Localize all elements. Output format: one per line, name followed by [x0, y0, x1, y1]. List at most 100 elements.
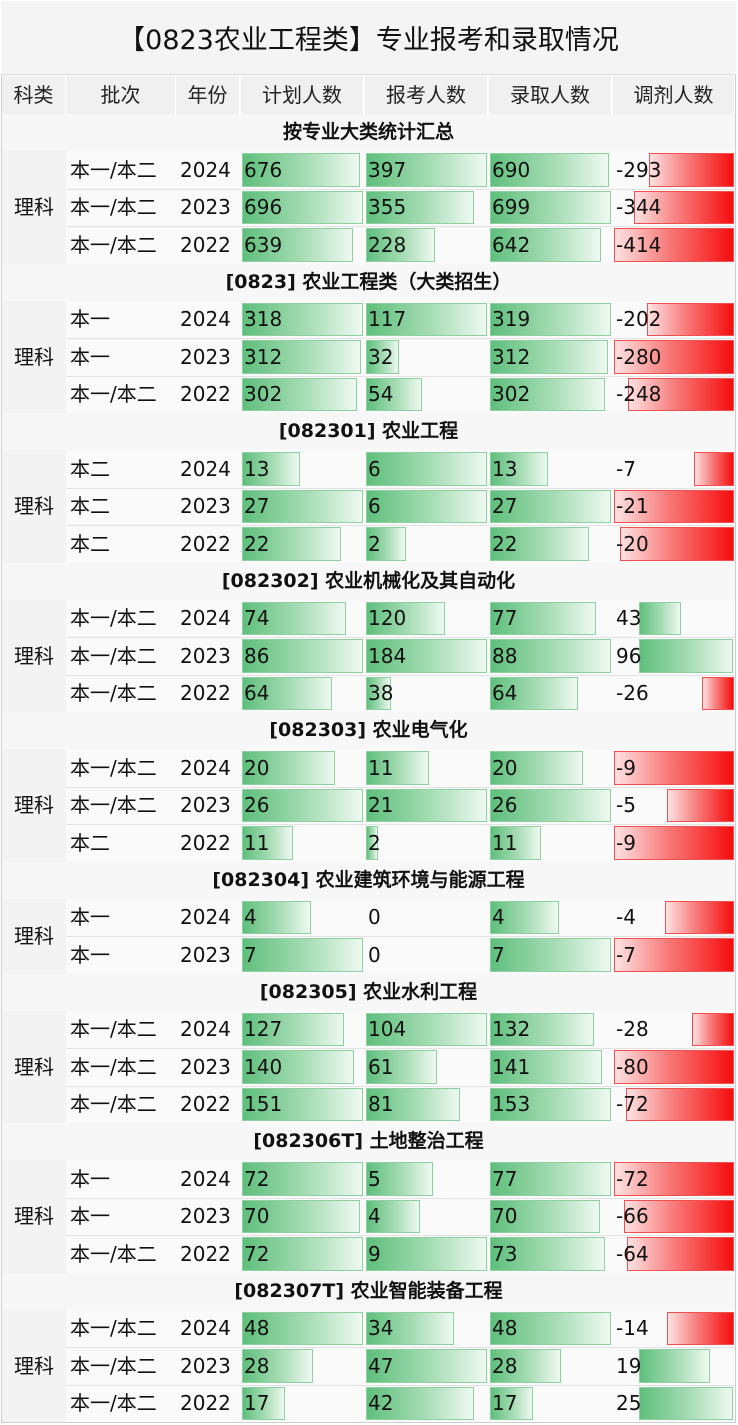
category-cell: 理科	[2, 1010, 66, 1123]
year-cell: 2022	[176, 674, 240, 712]
plan-cell-value: 20	[244, 755, 270, 780]
plan-cell-bar	[242, 527, 341, 561]
admit-cell-bar	[490, 452, 549, 486]
admit-cell-value: 77	[492, 606, 518, 631]
admit-cell: 642	[489, 226, 612, 264]
plan-cell: 74	[241, 600, 364, 638]
plan-cell-value: 74	[244, 606, 270, 631]
admit-cell-value: 690	[492, 157, 531, 182]
adjust-cell-bar	[614, 1162, 734, 1196]
row-divider	[66, 1347, 735, 1348]
admit-cell-value: 20	[492, 755, 518, 780]
admit-cell: 11	[489, 824, 612, 862]
year-cell: 2023	[176, 786, 240, 824]
admit-cell: 4	[489, 899, 612, 937]
admit-cell-value: 153	[492, 1092, 531, 1117]
plan-cell-bar	[242, 1237, 363, 1271]
apply-cell: 0	[365, 899, 488, 937]
row-divider	[66, 936, 735, 937]
row-divider	[66, 487, 735, 489]
plan-cell-value: 639	[244, 232, 283, 257]
adjust-cell-bar	[614, 938, 734, 972]
adjust-cell-bar	[667, 788, 734, 822]
plan-cell-bar	[242, 900, 312, 934]
plan-cell: 302	[241, 376, 364, 414]
apply-cell-bar	[366, 1199, 420, 1233]
year-cell: 2024	[176, 151, 240, 189]
category-cell: 理科	[2, 898, 66, 974]
apply-cell: 9	[365, 1235, 488, 1273]
year-cell: 2023	[176, 637, 240, 675]
adjust-cell: -248	[613, 376, 735, 414]
adjust-cell-bar	[614, 340, 734, 374]
apply-cell: 0	[365, 936, 488, 974]
plan-cell-bar	[242, 1386, 285, 1420]
adjust-cell-bar	[614, 826, 734, 860]
admit-cell: 7	[489, 936, 612, 974]
admit-cell-bar	[490, 1162, 611, 1196]
apply-cell: 61	[365, 1048, 488, 1086]
header-apply: 报考人数	[365, 76, 488, 114]
apply-cell-value: 34	[368, 1316, 394, 1341]
row-divider	[66, 824, 735, 825]
apply-cell-value: 21	[368, 793, 394, 818]
adjust-cell: -21	[613, 488, 735, 526]
plan-cell: 86	[241, 637, 364, 675]
plan-cell-value: 676	[244, 157, 283, 182]
adjust-cell-value: -80	[616, 1054, 649, 1079]
adjust-cell-bar	[639, 601, 682, 635]
year-cell: 2024	[176, 1010, 240, 1048]
header-category: 科类	[2, 76, 66, 114]
admit-cell: 73	[489, 1235, 612, 1273]
year-cell: 2023	[176, 188, 240, 226]
category-cell: 理科	[2, 450, 66, 563]
adjust-cell-value: -21	[616, 494, 649, 519]
apply-cell-value: 9	[368, 1241, 381, 1266]
apply-cell: 228	[365, 226, 488, 264]
plan-cell-bar	[242, 826, 294, 860]
admit-cell-bar	[490, 788, 611, 822]
apply-cell-value: 47	[368, 1353, 394, 1378]
apply-cell: 104	[365, 1011, 488, 1049]
year-cell: 2022	[176, 375, 240, 413]
row-divider	[66, 1048, 735, 1049]
admit-cell-value: 312	[492, 344, 531, 369]
batch-cell: 本一/本二	[66, 1309, 176, 1347]
apply-cell: 54	[365, 376, 488, 414]
apply-cell: 4	[365, 1198, 488, 1236]
year-cell: 2022	[176, 1384, 240, 1422]
apply-cell: 6	[365, 450, 488, 488]
row-divider	[66, 786, 735, 788]
adjust-cell-bar	[639, 639, 733, 673]
admit-cell-bar	[490, 1311, 611, 1345]
apply-cell-bar	[366, 1349, 487, 1383]
plan-cell-bar	[242, 788, 363, 822]
apply-cell: 6	[365, 488, 488, 526]
adjust-cell-value: -28	[616, 1017, 649, 1042]
adjust-cell: -80	[613, 1048, 735, 1086]
admit-cell: 141	[489, 1048, 612, 1086]
admit-cell-value: 64	[492, 681, 518, 706]
adjust-cell: -28	[613, 1011, 735, 1049]
plan-cell-value: 28	[244, 1353, 270, 1378]
year-cell: 2023	[176, 936, 240, 974]
apply-cell-value: 355	[368, 195, 407, 220]
section-title: [082304] 农业建筑环境与能源工程	[2, 861, 735, 899]
plan-cell: 48	[241, 1310, 364, 1348]
apply-cell-bar	[366, 527, 407, 561]
plan-cell: 64	[241, 675, 364, 713]
adjust-cell-bar	[627, 377, 734, 411]
plan-cell-value: 70	[244, 1204, 270, 1229]
admit-cell-bar	[490, 302, 611, 336]
admit-cell: 17	[489, 1385, 612, 1423]
row-divider	[66, 338, 735, 339]
plan-cell: 70	[241, 1198, 364, 1236]
year-cell: 2022	[176, 824, 240, 862]
row-divider	[66, 525, 735, 526]
admit-cell-value: 22	[492, 531, 518, 556]
row-divider	[66, 637, 735, 638]
batch-cell: 本一/本二	[66, 674, 176, 712]
adjust-cell-value: -72	[616, 1166, 649, 1191]
apply-cell-bar	[366, 1050, 437, 1084]
apply-cell-value: 117	[368, 307, 407, 332]
